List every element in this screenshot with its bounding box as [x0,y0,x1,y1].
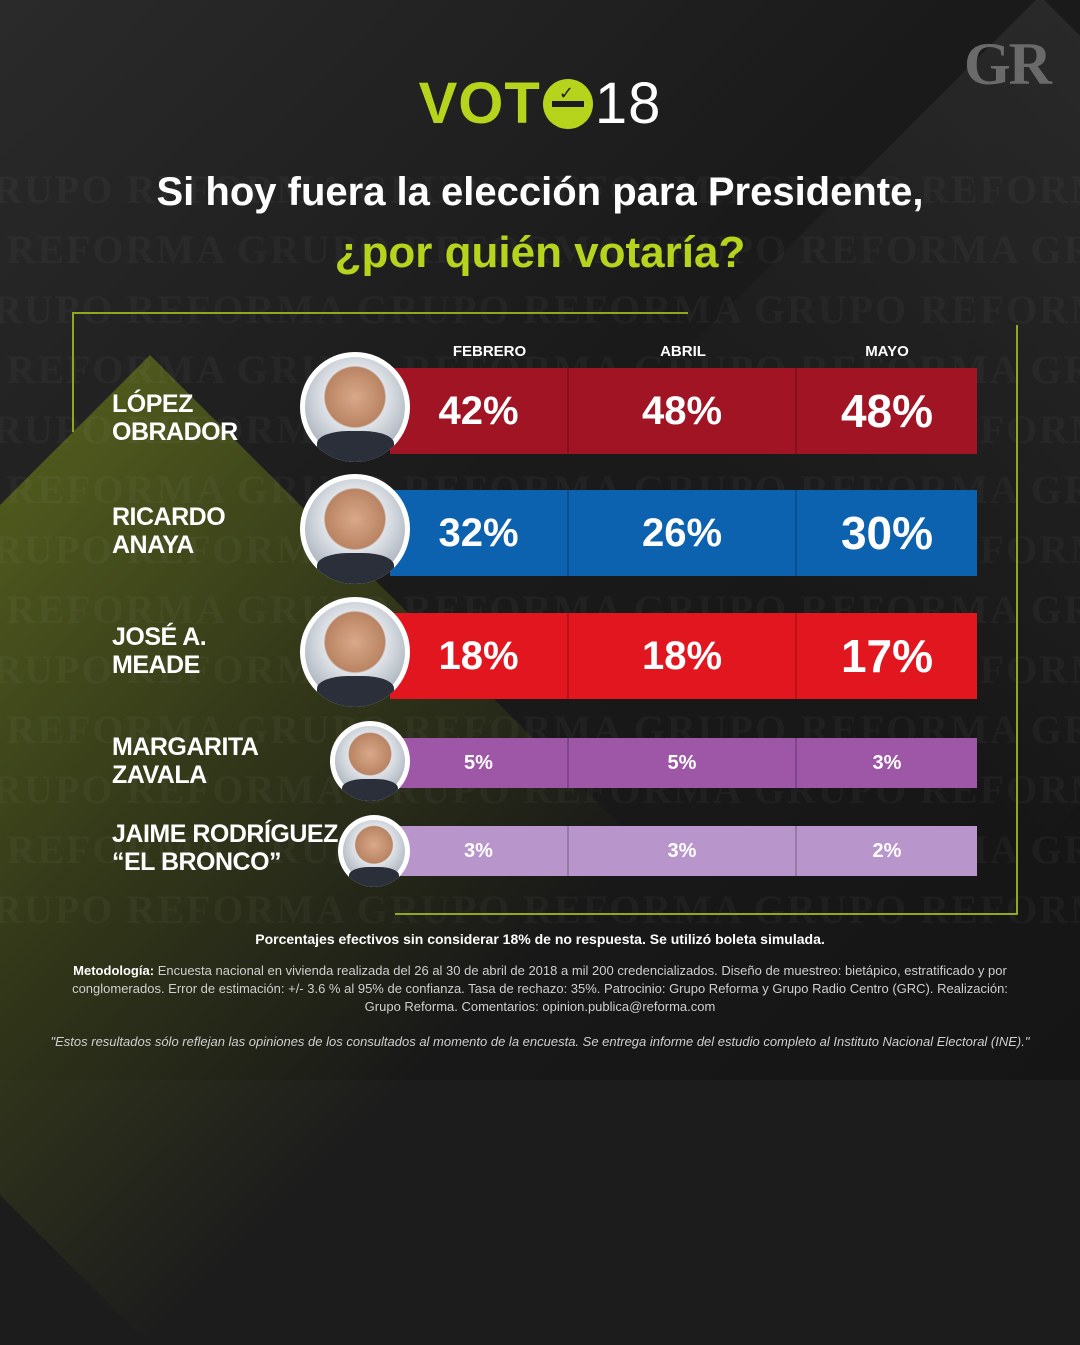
avatar-suit [317,431,394,462]
ballot-box-icon [543,79,593,129]
voto-logo-number: 18 [595,71,662,136]
bar-segment-abril: 18% [569,613,797,699]
candidate-avatar [330,721,410,801]
footnote-methodology: Metodología: Encuesta nacional en vivien… [60,962,1020,1016]
voto18-logo: VOT 18 [0,70,1080,137]
candidate-name-line2: OBRADOR [112,418,238,446]
candidate-name-line1: RICARDO [112,503,225,531]
bar-segment-mayo: 3% [797,738,977,788]
bar-segment-febrero: 42% [390,368,569,454]
bar-segment-abril: 26% [569,490,797,576]
footnote-percentages: Porcentajes efectivos sin considerar 18%… [0,931,1080,947]
column-header-mayo: MAYO [807,343,967,360]
page-title-line1: Si hoy fuera la elección para Presidente… [0,170,1080,215]
candidate-avatar [300,352,410,462]
bar-segment-febrero: 32% [390,490,569,576]
frame-line-left [72,312,74,432]
column-header-febrero: FEBRERO [410,343,570,360]
frame-line-bottom [395,913,1018,915]
bar-segment-mayo: 2% [797,826,977,876]
bar-segment-mayo: 48% [797,368,977,454]
candidate-name: JAIME RODRÍGUEZ “EL BRONCO” [112,820,338,876]
column-header-abril: ABRIL [603,343,763,360]
candidate-avatar [300,597,410,707]
bar-segment-abril: 48% [569,368,797,454]
candidate-name-line1: JAIME RODRÍGUEZ [112,820,338,848]
candidate-name-line2: “EL BRONCO” [112,848,338,876]
voto-logo-text: VOT [419,71,541,136]
candidate-name-line1: LÓPEZ [112,390,238,418]
candidate-avatar [338,815,410,887]
candidate-name-line2: ZAVALA [112,761,258,789]
avatar-suit [342,779,398,801]
candidate-name-line2: MEADE [112,651,206,679]
frame-line-top [72,312,688,314]
bar-segment-mayo: 17% [797,613,977,699]
avatar-suit [317,676,394,707]
methodology-label: Metodología: [73,963,154,978]
bar-segment-abril: 3% [569,826,797,876]
candidate-name: JOSÉ A. MEADE [112,623,206,679]
candidate-name-line1: JOSÉ A. [112,623,206,651]
bar-segment-febrero: 5% [390,738,569,788]
candidate-avatar [300,474,410,584]
bar-segment-febrero: 3% [390,826,569,876]
candidate-name: LÓPEZ OBRADOR [112,390,238,446]
avatar-suit [349,867,399,887]
bar-segment-febrero: 18% [390,613,569,699]
avatar-suit [317,553,394,584]
bar-segment-abril: 5% [569,738,797,788]
page-title-line2: ¿por quién votaría? [0,228,1080,278]
candidate-name: MARGARITA ZAVALA [112,733,258,789]
candidate-name-line2: ANAYA [112,531,225,559]
frame-line-right [1016,325,1018,915]
methodology-text: Encuesta nacional en vivienda realizada … [72,963,1008,1014]
footnote-disclaimer: "Estos resultados sólo reflejan las opin… [30,1034,1050,1049]
candidate-name: RICARDO ANAYA [112,503,225,559]
candidate-name-line1: MARGARITA [112,733,258,761]
bar-segment-mayo: 30% [797,490,977,576]
